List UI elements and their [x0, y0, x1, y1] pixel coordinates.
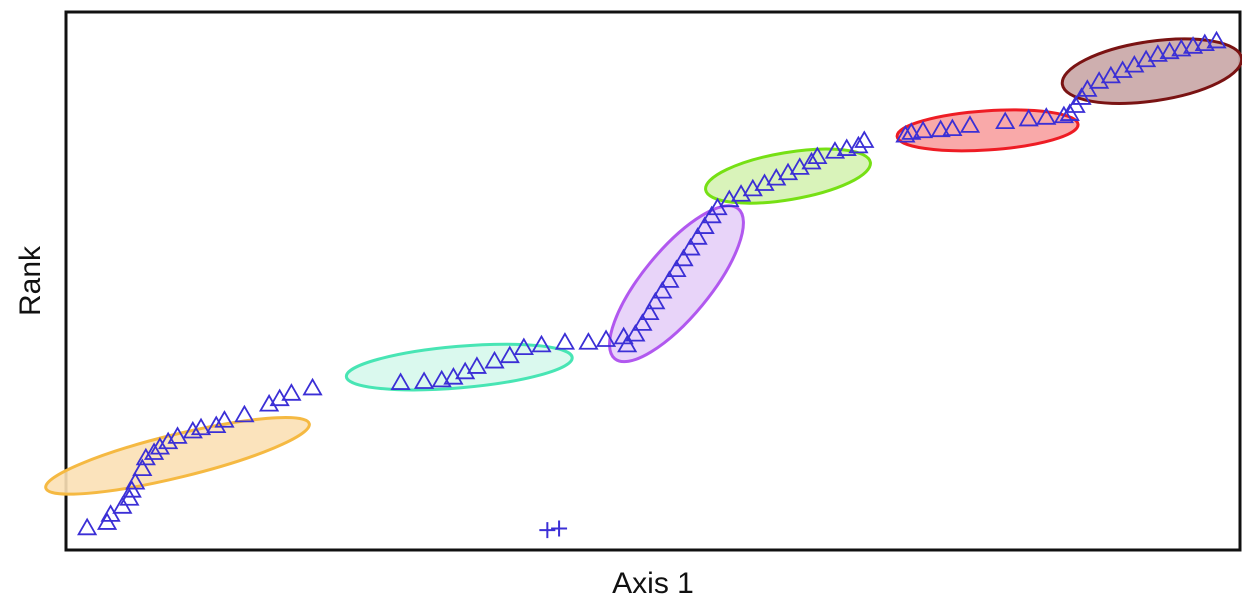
data-point-1-16 [206, 415, 227, 434]
data-points [77, 30, 1227, 539]
data-point-5-10 [1053, 105, 1075, 124]
data-point-1-8 [132, 458, 153, 477]
data-point-2-6 [466, 356, 488, 374]
data-point-6-14 [1194, 33, 1215, 52]
data-point-3-8 [666, 259, 687, 277]
data-point-1-9 [135, 447, 156, 466]
data-point-1-22 [302, 377, 323, 396]
data-point-5-5 [942, 118, 963, 137]
y-axis-label: Rank [14, 245, 47, 316]
data-point-4-12 [836, 138, 857, 156]
data-point-2-11 [554, 332, 576, 350]
data-point-3-11 [687, 227, 708, 245]
data-point-6-11 [1159, 41, 1180, 60]
data-point-1-14 [182, 420, 203, 439]
data-point-6-10 [1147, 44, 1168, 62]
data-point-1-7 [125, 471, 146, 490]
data-point-1-10 [143, 442, 165, 460]
data-point-7-2 [551, 520, 568, 537]
data-point-3-5 [645, 291, 666, 310]
data-point-4-14 [854, 130, 875, 148]
data-point-2-9 [513, 337, 534, 356]
data-point-5-9 [1036, 107, 1057, 125]
data-point-6-13 [1182, 36, 1204, 54]
data-point-2-3 [431, 369, 452, 388]
data-point-2-1 [390, 372, 411, 390]
data-point-6-15 [1206, 30, 1227, 49]
data-point-3-3 [632, 313, 653, 331]
data-point-3-7 [659, 270, 680, 288]
data-point-4-9 [801, 151, 822, 170]
data-point-1-12 [158, 431, 179, 450]
x-axis-label: Axis 1 [612, 567, 694, 600]
data-point-3-10 [680, 237, 701, 256]
data-point-5-4 [930, 119, 951, 138]
cluster-ellipse-5 [895, 108, 1080, 153]
data-point-2-13 [595, 329, 617, 347]
data-point-5-1 [895, 124, 916, 143]
data-point-3-9 [673, 248, 694, 267]
data-point-3-1 [617, 334, 638, 353]
data-point-7-1 [539, 522, 556, 539]
data-point-1-19 [258, 393, 280, 412]
data-point-2-12 [578, 332, 599, 350]
data-point-5-6 [959, 115, 981, 133]
data-point-1-15 [190, 417, 212, 436]
data-point-5-8 [1018, 108, 1039, 127]
data-point-5-2 [901, 122, 922, 140]
data-point-5-7 [995, 111, 1016, 130]
data-point-4-10 [807, 146, 828, 165]
data-point-5-3 [912, 120, 934, 139]
data-point-1-18 [234, 404, 255, 423]
data-point-4-11 [824, 141, 846, 159]
data-point-1-1 [77, 517, 98, 536]
data-point-2-10 [531, 334, 552, 353]
data-point-6-12 [1171, 38, 1192, 57]
cluster-ellipse-1 [44, 416, 311, 496]
data-point-2-7 [484, 350, 505, 369]
data-point-3-2 [625, 323, 646, 342]
data-point-1-17 [214, 410, 235, 428]
data-point-3-6 [652, 280, 673, 299]
data-point-4-13 [848, 135, 869, 154]
data-point-3-4 [639, 302, 660, 321]
data-point-1-13 [167, 426, 188, 444]
data-point-1-21 [281, 383, 302, 401]
data-point-3-12 [694, 216, 715, 234]
data-point-2-2 [413, 371, 435, 389]
data-point-1-11 [149, 436, 171, 455]
